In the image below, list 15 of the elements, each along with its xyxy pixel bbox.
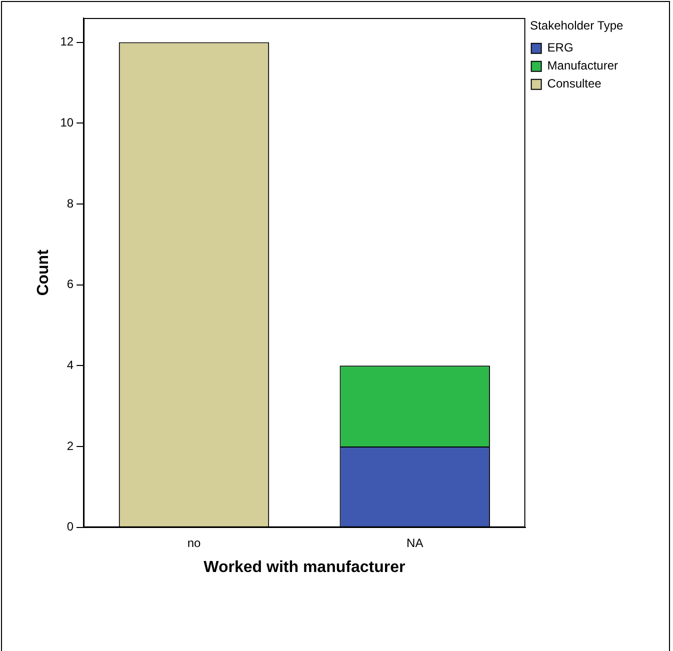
y-tick-label: 8 — [66, 196, 74, 210]
y-tick-label: 2 — [66, 438, 74, 453]
x-axis-title: Worked with manufacturer — [204, 558, 406, 576]
y-tick-label: 0 — [66, 520, 74, 534]
legend-label: Consultee — [547, 76, 602, 91]
legend-label: Manufacturer — [547, 58, 618, 73]
y-tick-label: 6 — [66, 277, 74, 292]
y-axis-title: Count — [35, 248, 52, 296]
y-tick-label: 12 — [60, 34, 74, 49]
legend-title: Stakeholder Type — [530, 18, 624, 32]
y-tick-label: 4 — [66, 358, 74, 372]
y-tick-label: 10 — [60, 115, 74, 130]
legend-label: ERG — [547, 40, 574, 55]
x-tick-label: NA — [406, 536, 424, 550]
x-tick-label: no — [187, 536, 201, 550]
